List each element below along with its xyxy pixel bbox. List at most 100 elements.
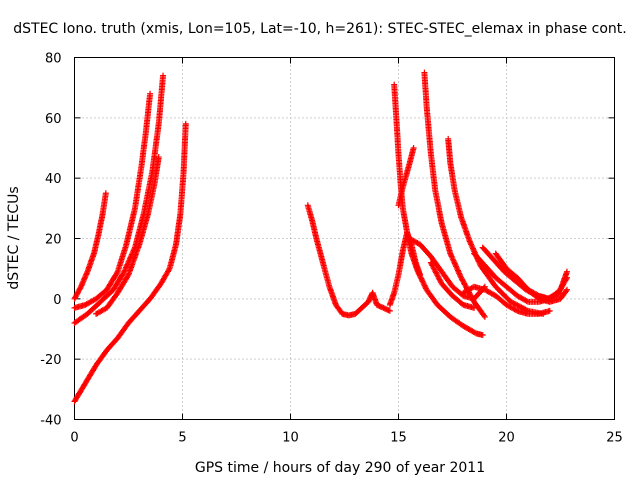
data-point [546,307,553,314]
data-point [563,286,570,293]
data-point-run [438,268,455,289]
data-point-run [166,243,179,272]
data-point-run [395,185,406,209]
data-point-run [421,69,430,108]
data-point-run [149,122,162,176]
data-point-run [449,292,466,307]
data-point-run [82,296,98,308]
data-point-run [155,74,166,127]
data-point-run [492,283,513,304]
data-point-run [471,298,487,319]
data-point-run [177,170,187,218]
data-point-run [503,283,520,298]
data-point-run [432,187,445,225]
x-tick-label: 0 [70,431,78,446]
data-point-run [136,212,151,248]
data-point-run [514,292,530,305]
y-tick-label: 60 [45,112,62,127]
data-point-run [391,81,400,120]
data-point-run [84,299,103,317]
data-point-run [386,291,397,308]
data-point-run [477,262,498,289]
data-point-run [114,273,131,296]
x-tick-label: 25 [606,431,623,446]
data-point-run [423,102,434,156]
data-point-run [408,250,421,274]
data-point-run [417,241,433,259]
data-point-run [395,151,404,186]
data-point-run [438,220,453,256]
data-point-run [90,234,101,257]
series-arc-1 [71,190,109,302]
data-point-run [309,217,320,240]
series-arc-4 [93,154,162,317]
data-point-run [490,256,507,274]
data-point-run [492,274,509,289]
data-point-run [434,301,453,319]
data-point-run [557,288,570,302]
data-point-run [114,321,131,342]
data-point-run [103,336,120,354]
data-point-run [147,282,163,302]
data-point [479,332,486,339]
data-point-run [352,305,364,317]
data-point-run [458,214,473,244]
x-tick-label: 15 [390,431,407,446]
data-point-run [140,170,155,218]
data-point-run [393,114,402,156]
data-point-run [84,252,97,275]
data-point-run [110,270,127,293]
data-point-run [414,268,429,292]
data-point-run [358,299,371,311]
data-point [102,190,109,197]
data-point-run [103,291,120,311]
data-point-run [399,205,410,234]
data-point-run [427,151,438,192]
y-tick-label: 40 [45,172,62,187]
data-point-run [427,253,444,274]
data-point [182,120,189,127]
data-point-run [180,122,189,176]
data-point-run [447,313,465,329]
data-point-run [71,381,88,405]
data-point-run [173,212,184,248]
series-arc-5 [71,120,189,405]
data-point-run [132,212,147,251]
data-point-run [132,164,145,212]
data-point-run [93,348,109,369]
data-point-run [438,280,455,298]
y-tick-label: -40 [40,414,61,429]
data-point-run [326,283,339,307]
series-arc-2 [71,90,154,311]
series-arc-6 [304,202,393,319]
data-point-run [525,286,541,301]
data-point-run [138,131,149,170]
data-point-run [93,305,109,317]
data-point-run [313,235,326,265]
data-point-run [503,265,520,280]
data-point-run [427,259,444,286]
y-tick-label: 0 [53,293,61,308]
grid [74,57,615,420]
data-point-run [404,158,413,176]
data-point-run [142,92,153,136]
y-axis-label: dSTEC / TECUs [6,186,22,289]
data-point-run [395,249,406,278]
data-point-run [546,287,563,302]
data-point [160,72,167,79]
plot-frame [74,57,615,420]
data-point [471,304,478,311]
data-point-run [514,274,531,292]
data-point-run [391,273,402,296]
data-point [410,145,417,151]
data-point-run [447,250,464,280]
data-point [386,307,393,314]
data-point-run [481,286,498,299]
data-point-run [157,267,172,287]
data-point [155,154,162,161]
data-point-run [406,235,422,247]
data-point [563,268,570,275]
data-point-run [304,202,315,222]
data-point-run [471,250,487,268]
x-tick-label: 10 [282,431,299,446]
